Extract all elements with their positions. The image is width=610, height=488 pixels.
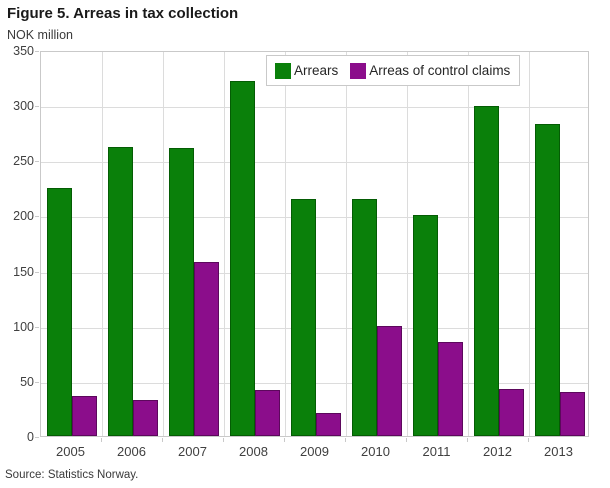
bar-2005-arrears [46, 188, 72, 436]
x-axis-tick-label-2012: 2012 [483, 444, 512, 459]
y-axis-tick-label-250: 250 [13, 154, 34, 169]
legend-label-arrears: Arrears [294, 63, 339, 78]
x-axis-tick-mark [284, 438, 285, 442]
gridline-x-boundary-2 [163, 52, 164, 436]
source-note: Source: Statistics Norway. [5, 469, 139, 481]
legend: Arrears Arreas of control claims [266, 55, 521, 86]
x-axis-tick-mark [406, 438, 407, 442]
legend-label-control-claims: Arreas of control claims [369, 63, 511, 78]
gridline-y-300 [41, 107, 588, 109]
y-axis-tick-label-50: 50 [20, 374, 34, 389]
x-axis-tick-mark [345, 438, 346, 442]
x-axis-tick-label-2008: 2008 [239, 444, 268, 459]
bar-2008-arrears [229, 81, 255, 436]
x-axis-tick-mark [101, 438, 102, 442]
legend-item-control-claims: Arreas of control claims [350, 62, 511, 79]
bar-2011-arrears [412, 215, 438, 436]
bar-2007-arreas-of-control-claims [193, 262, 219, 436]
gridline-x-boundary-3 [224, 52, 225, 436]
y-axis-tick-label-350: 350 [13, 44, 34, 58]
x-axis-tick-label-2013: 2013 [544, 444, 573, 459]
bar-2006-arreas-of-control-claims [132, 400, 158, 436]
bar-2009-arrears [290, 199, 316, 436]
y-axis-tick-mark [35, 51, 39, 52]
legend-item-arrears: Arrears [275, 62, 339, 79]
x-axis-tick-mark [223, 438, 224, 442]
bar-2006-arrears [107, 147, 133, 436]
x-axis-tick-label-2007: 2007 [178, 444, 207, 459]
y-axis-tick-label-300: 300 [13, 99, 34, 114]
chart-title: Figure 5. Arreas in tax collection [7, 5, 239, 22]
x-axis-tick-label-2011: 2011 [422, 444, 451, 459]
bar-2013-arreas-of-control-claims [559, 392, 585, 436]
bar-2013-arrears [534, 124, 560, 436]
gridline-x-boundary-4 [285, 52, 286, 436]
x-axis-tick-mark [162, 438, 163, 442]
control-claims-color-swatch-icon [350, 62, 367, 79]
y-axis-tick-mark [35, 216, 39, 218]
bar-2008-arreas-of-control-claims [254, 390, 280, 436]
y-axis-tick-mark [35, 437, 39, 438]
gridline-x-boundary-7 [468, 52, 469, 436]
y-axis-tick-label-150: 150 [13, 264, 34, 279]
bar-2009-arreas-of-control-claims [315, 413, 341, 436]
bar-2007-arrears [168, 148, 194, 436]
gridline-x-boundary-1 [102, 52, 103, 436]
x-axis-tick-label-2009: 2009 [300, 444, 329, 459]
gridline-x-boundary-6 [407, 52, 408, 436]
bar-2010-arreas-of-control-claims [376, 326, 402, 436]
y-axis-unit-label: NOK million [7, 28, 73, 42]
gridline-x-boundary-8 [529, 52, 530, 436]
arrears-color-swatch-icon [275, 62, 291, 79]
y-axis-tick-label-100: 100 [13, 319, 34, 334]
bar-2012-arreas-of-control-claims [498, 389, 524, 436]
x-axis-tick-label-2006: 2006 [117, 444, 146, 459]
y-axis-tick-mark [35, 326, 39, 328]
y-axis-tick-mark [35, 106, 39, 108]
y-axis-tick-mark [35, 381, 39, 383]
gridline-x-boundary-5 [346, 52, 347, 436]
bar-2012-arrears [473, 106, 499, 436]
y-axis-tick-mark [35, 161, 39, 163]
y-axis-tick-mark [35, 271, 39, 273]
y-axis-tick-label-200: 200 [13, 209, 34, 224]
x-axis-tick-mark [528, 438, 529, 442]
plot-area [40, 51, 589, 437]
bar-2011-arreas-of-control-claims [437, 342, 463, 436]
bar-2010-arrears [351, 199, 377, 436]
bar-2005-arreas-of-control-claims [71, 396, 97, 436]
x-axis-tick-mark [467, 438, 468, 442]
x-axis-tick-label-2005: 2005 [56, 444, 85, 459]
x-axis-tick-label-2010: 2010 [361, 444, 390, 459]
y-axis-tick-label-0: 0 [27, 430, 34, 444]
gridline-y-250 [41, 162, 588, 164]
